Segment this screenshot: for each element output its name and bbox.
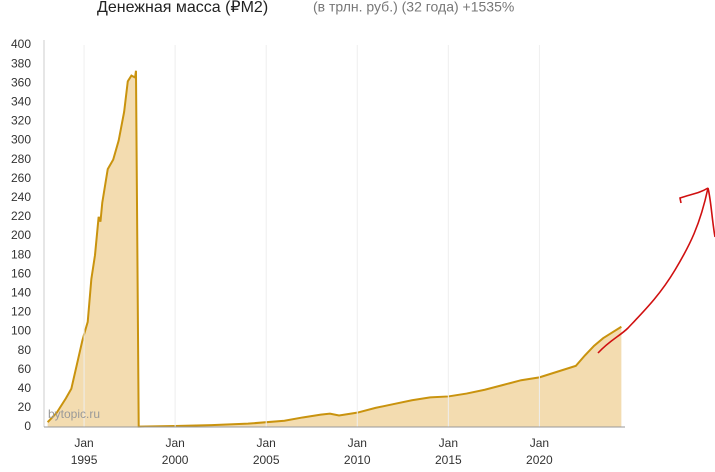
y-tick-label: 160 xyxy=(11,266,31,280)
y-tick-label: 320 xyxy=(11,114,31,128)
y-tick-label: 220 xyxy=(11,209,31,223)
y-tick-label: 260 xyxy=(11,171,31,185)
y-tick-label: 80 xyxy=(18,343,32,357)
x-tick-label: Jan 2015 xyxy=(434,436,462,467)
watermark: bytopic.ru xyxy=(48,407,100,421)
chart-title: Денежная масса (₽M2) xyxy=(97,0,268,16)
chart-subtitle: (в трлн. руб.) (32 года) +1535% xyxy=(313,0,514,15)
line xyxy=(46,70,622,428)
y-tick-label: 100 xyxy=(11,324,31,338)
x-tick-label: Jan 2010 xyxy=(343,436,371,467)
y-tick-label: 240 xyxy=(11,190,31,204)
y-tick-label: 140 xyxy=(11,285,31,299)
area xyxy=(47,70,622,427)
x-tick-label: Jan 1995 xyxy=(70,436,98,467)
x-tick-label: Jan 2020 xyxy=(526,436,553,467)
y-tick-label: 0 xyxy=(24,419,31,433)
y-tick-label: 180 xyxy=(11,247,31,261)
y-tick-label: 380 xyxy=(11,56,31,70)
y-tick-label: 300 xyxy=(11,133,31,147)
y-tick-label: 280 xyxy=(11,152,31,166)
x-tick-label: Jan 2005 xyxy=(252,436,280,467)
y-tick-label: 400 xyxy=(11,37,31,51)
y-tick-label: 40 xyxy=(18,381,32,395)
y-tick-label: 340 xyxy=(11,94,31,108)
x-tick-label: Jan 2000 xyxy=(161,436,189,467)
y-tick-label: 120 xyxy=(11,305,31,319)
y-tick-label: 60 xyxy=(18,362,32,376)
y-tick-label: 200 xyxy=(11,228,31,242)
hand-drawn-annotation xyxy=(597,187,715,354)
y-tick-label: 20 xyxy=(18,400,32,414)
y-tick-label: 360 xyxy=(11,75,31,89)
